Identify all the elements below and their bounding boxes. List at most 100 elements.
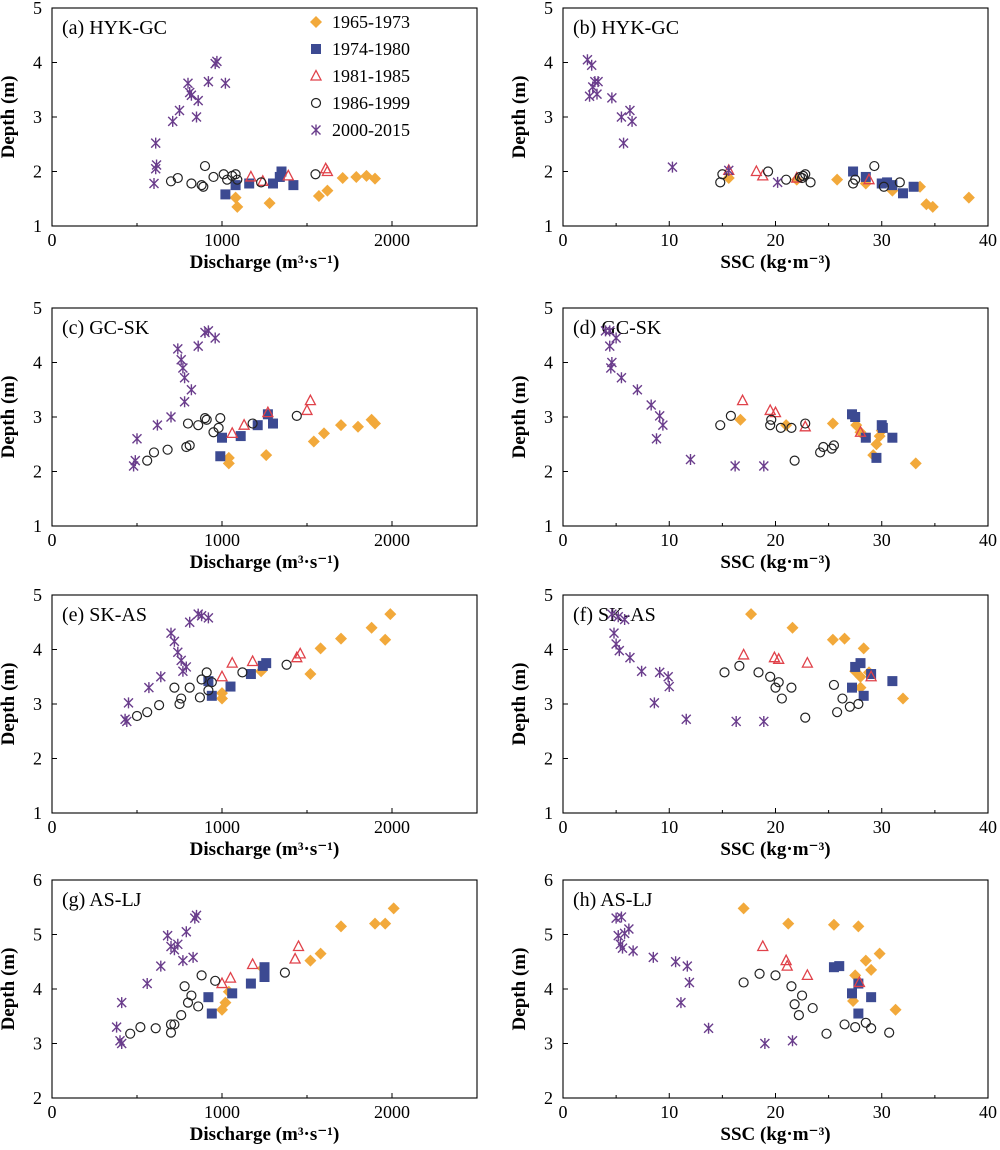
data-point — [649, 697, 660, 709]
series-1986-1999 — [715, 410, 840, 466]
data-point — [789, 999, 800, 1010]
data-point — [230, 180, 241, 191]
data-point — [259, 972, 270, 983]
data-point — [756, 939, 769, 952]
series-1986-1999 — [142, 410, 302, 466]
data-point — [231, 200, 244, 213]
data-point — [584, 90, 595, 102]
data-point — [165, 176, 177, 187]
data-point — [252, 420, 263, 431]
data-point — [780, 419, 793, 432]
data-point — [793, 1010, 804, 1021]
y-tick-label: 4 — [544, 640, 553, 660]
x-tick-label: 20 — [767, 817, 785, 837]
data-point — [111, 1021, 122, 1033]
data-point — [177, 362, 188, 374]
legend-label: 1974-1980 — [332, 39, 410, 59]
data-point — [268, 178, 278, 189]
x-tick-label: 2000 — [374, 530, 410, 550]
data-point — [853, 975, 866, 988]
data-point — [307, 435, 320, 448]
series-1965-1973 — [222, 413, 381, 470]
data-point — [675, 997, 686, 1009]
chart-panel: 0 1000 2000 1 2 3 4 5 (c) GC-SK Discharge (m³·s⁻¹… — [0, 298, 478, 573]
data-point — [142, 707, 153, 718]
data-point — [850, 661, 861, 672]
panel-title: (e) SK-AS — [62, 604, 147, 626]
x-tick-label: 0 — [48, 817, 57, 837]
data-point — [730, 460, 741, 472]
data-point — [754, 968, 765, 979]
legend-marker-diamond — [310, 16, 322, 28]
data-point — [837, 693, 848, 704]
data-point — [193, 95, 204, 107]
data-point — [853, 978, 864, 989]
data-point — [193, 340, 204, 352]
data-point — [149, 177, 159, 189]
data-point — [206, 1008, 217, 1019]
y-axis-title: Depth (m) — [0, 948, 19, 1031]
data-point — [855, 658, 866, 669]
data-point — [379, 917, 392, 930]
data-point — [169, 682, 180, 693]
series-2000-2015 — [149, 55, 231, 189]
data-point — [877, 422, 888, 433]
series-1965-1973 — [216, 902, 400, 1016]
y-tick-label: 4 — [33, 53, 42, 73]
data-point — [261, 658, 272, 669]
data-point — [815, 447, 826, 458]
data-point — [887, 180, 898, 191]
series-1986-1999 — [131, 659, 292, 722]
x-axis-title: Discharge (m³·s⁻¹) — [190, 252, 340, 273]
data-point — [169, 1019, 180, 1030]
data-point — [800, 712, 811, 723]
y-tick-label: 2 — [544, 162, 553, 182]
data-point — [132, 433, 142, 445]
data-point — [203, 676, 214, 687]
data-point — [188, 951, 199, 963]
data-point — [198, 181, 209, 192]
data-point — [183, 77, 193, 89]
data-point — [211, 55, 222, 67]
data-point — [121, 715, 132, 727]
series-1974-1980 — [215, 409, 278, 462]
data-point — [871, 452, 882, 463]
data-point — [717, 169, 728, 180]
data-point — [850, 412, 861, 422]
data-point — [750, 164, 763, 177]
data-point — [193, 1001, 204, 1012]
data-point — [685, 454, 696, 466]
chart-panel: 0 1000 2000 1 2 3 4 5 (a) HYK-GC Discharge (m³·s⁻… — [0, 0, 478, 273]
data-point — [684, 976, 695, 988]
data-point — [274, 171, 285, 182]
series-1981-1985 — [215, 646, 307, 682]
data-point — [623, 923, 634, 935]
data-point — [776, 693, 787, 704]
data-point — [769, 405, 782, 418]
data-point — [654, 666, 665, 678]
data-point — [613, 930, 624, 942]
data-point — [335, 632, 347, 645]
chart-panel: 0 1000 2000 1 2 3 4 5 (e) SK-AS Discharge (m³·s⁻¹… — [0, 585, 478, 860]
data-point — [772, 652, 785, 664]
data-point — [839, 1019, 850, 1030]
data-point — [176, 693, 187, 704]
data-point — [715, 420, 726, 431]
data-point — [878, 181, 889, 192]
series-1986-1999 — [738, 968, 895, 1039]
data-point — [169, 635, 180, 647]
data-point — [350, 170, 363, 183]
data-point — [764, 403, 777, 416]
y-axis-title: Depth (m) — [509, 948, 530, 1031]
data-point — [860, 171, 871, 182]
data-point — [632, 384, 643, 396]
data-point — [796, 990, 808, 1001]
plot-frame — [562, 7, 989, 227]
data-point — [289, 952, 302, 964]
series-1974-1980 — [203, 962, 270, 1019]
data-point — [215, 669, 229, 682]
data-point — [268, 418, 278, 429]
data-point — [215, 451, 226, 462]
data-point — [182, 418, 194, 429]
data-point — [281, 659, 292, 670]
